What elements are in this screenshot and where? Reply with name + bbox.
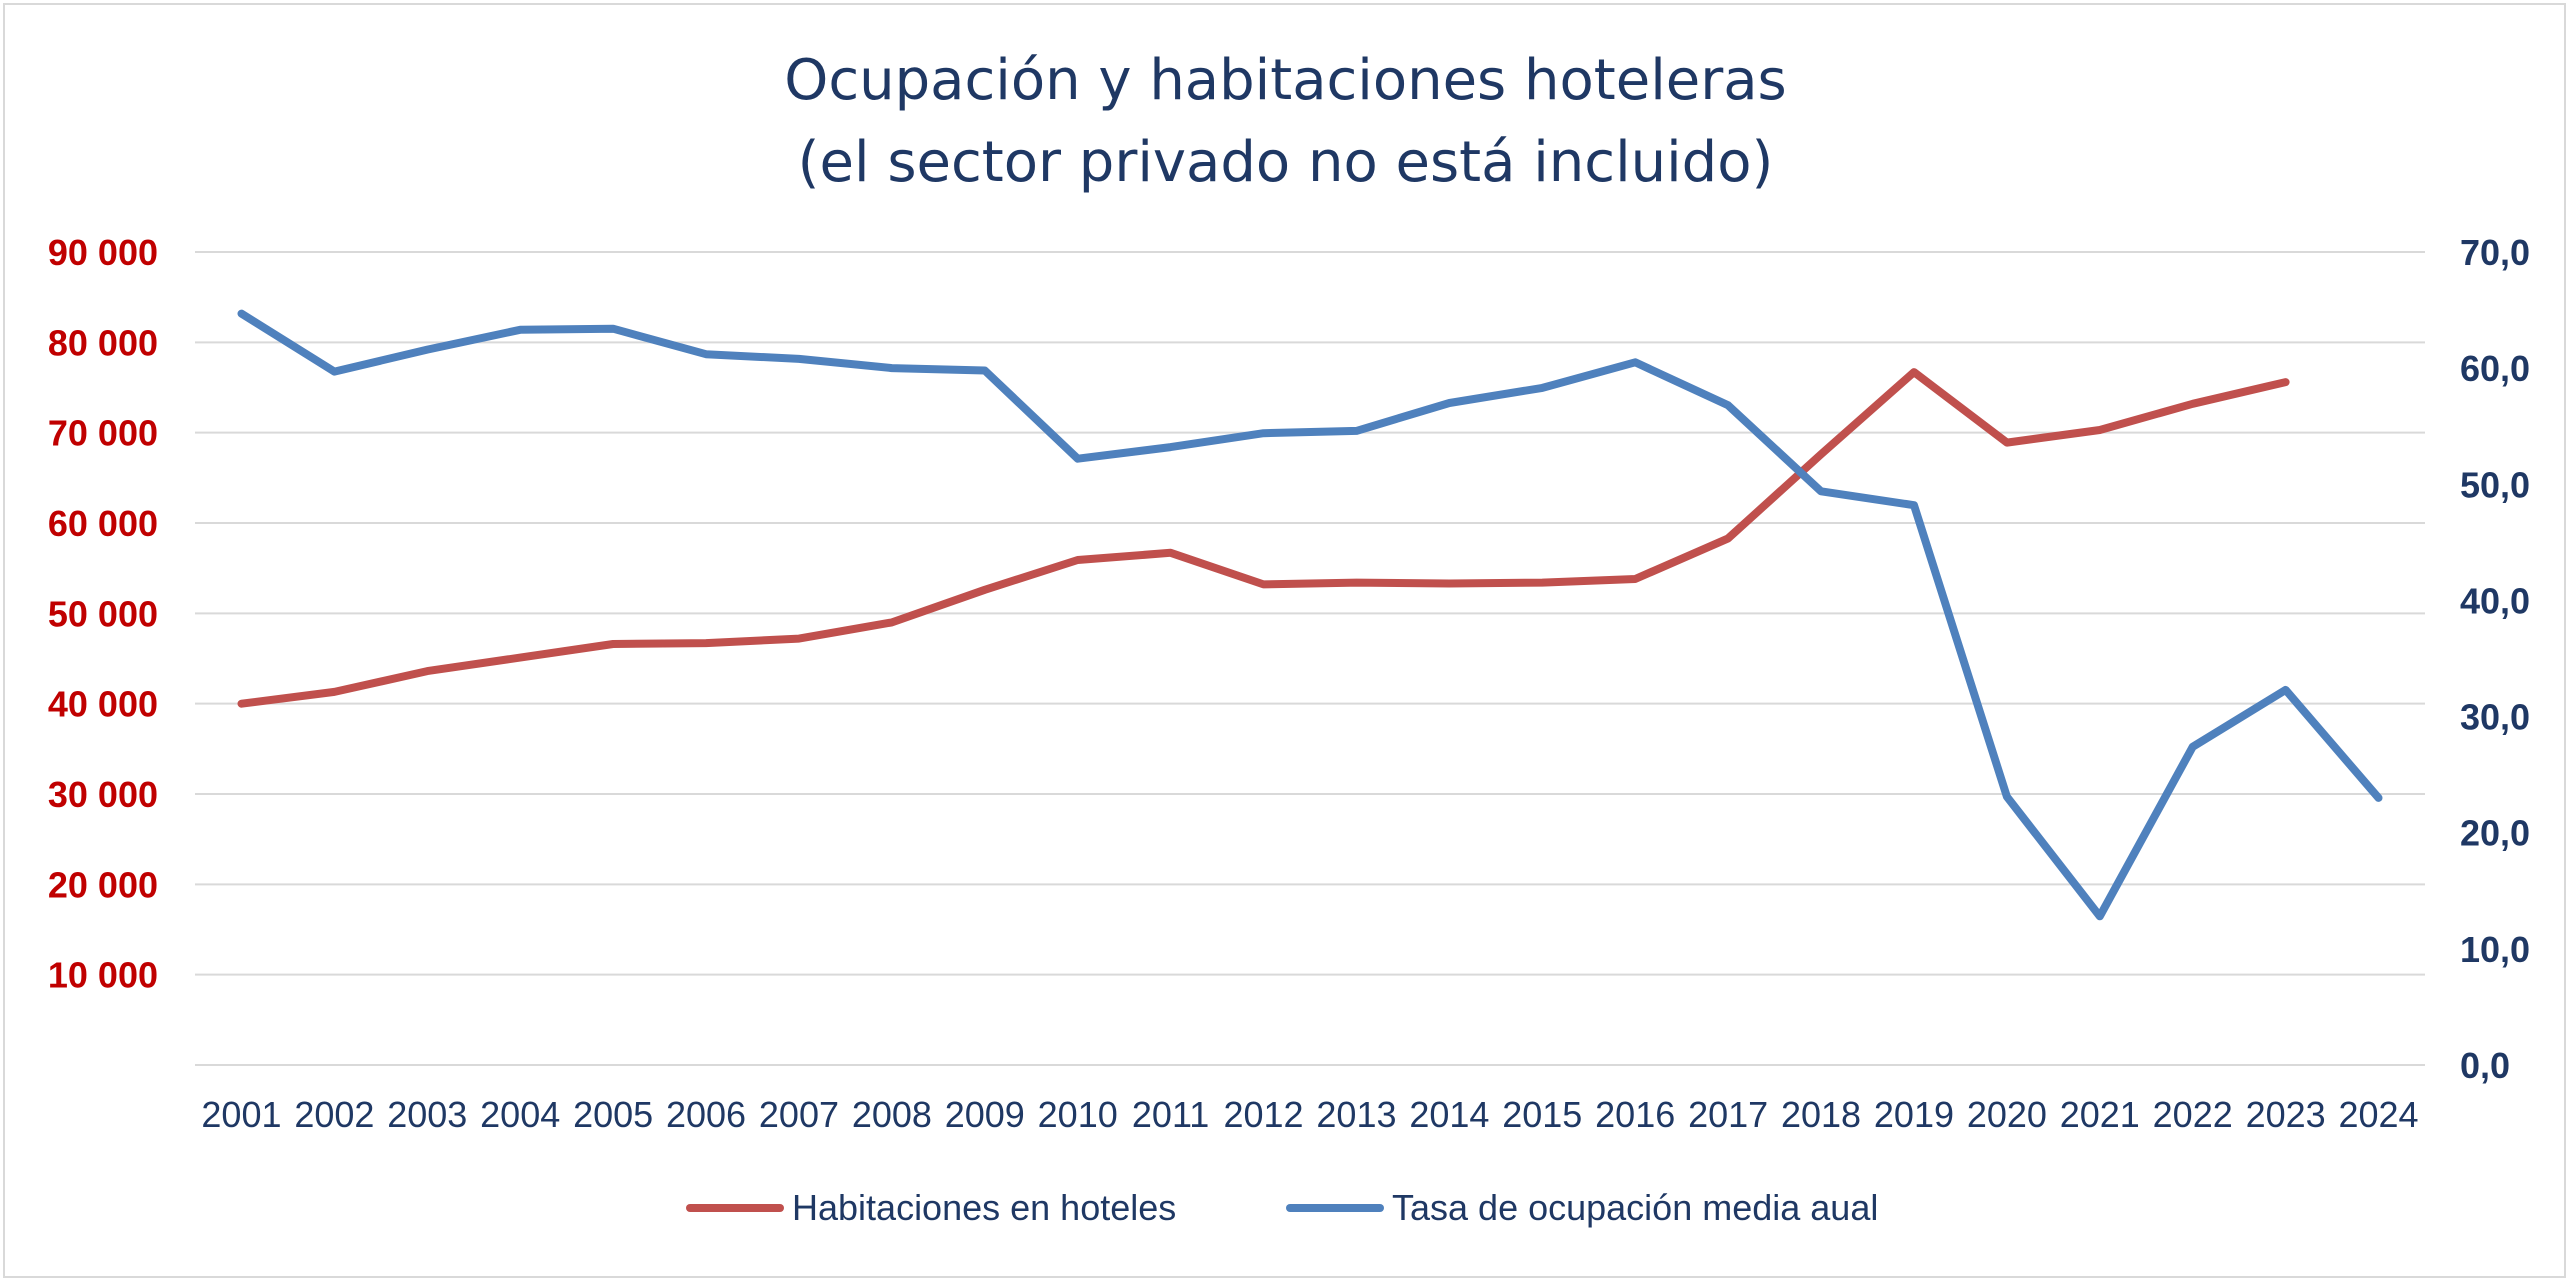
left-tick-label: 20 000 [48, 864, 158, 905]
x-tick-label: 2018 [1781, 1094, 1861, 1135]
right-tick-label: 20,0 [2460, 813, 2530, 854]
chart-title-block: Ocupación y habitaciones hoteleras (el s… [0, 40, 2571, 204]
x-tick-label: 2007 [759, 1094, 839, 1135]
left-tick-label: 40 000 [48, 684, 158, 725]
left-tick-label: 80 000 [48, 322, 158, 363]
chart-frame [3, 3, 2566, 1278]
x-tick-label: 2006 [666, 1094, 746, 1135]
right-tick-label: 40,0 [2460, 580, 2530, 621]
x-tick-label: 2014 [1409, 1094, 1489, 1135]
left-tick-label: 50 000 [48, 593, 158, 634]
legend: Habitaciones en hoteles Tasa de ocupación… [686, 1187, 1878, 1228]
x-tick-label: 2008 [852, 1094, 932, 1135]
x-tick-label: 2010 [1038, 1094, 1118, 1135]
x-tick-label: 2015 [1502, 1094, 1582, 1135]
x-tick-label: 2024 [2338, 1094, 2418, 1135]
x-tick-label: 2002 [294, 1094, 374, 1135]
x-tick-label: 2012 [1223, 1094, 1303, 1135]
x-tick-label: 2022 [2153, 1094, 2233, 1135]
x-tick-label: 2016 [1595, 1094, 1675, 1135]
x-tick-label: 2004 [480, 1094, 560, 1135]
x-tick-label: 2005 [573, 1094, 653, 1135]
x-tick-label: 2009 [945, 1094, 1025, 1135]
right-tick-label: 50,0 [2460, 464, 2530, 505]
right-tick-label: 60,0 [2460, 348, 2530, 389]
x-tick-label: 2020 [1967, 1094, 2047, 1135]
left-tick-label: 10 000 [48, 955, 158, 996]
left-axis-ticks: 10 000 20 000 30 000 40 000 50 000 60 000 70 0… [48, 232, 158, 996]
legend-label: Tasa de ocupación media aual [1392, 1187, 1878, 1228]
left-tick-label: 60 000 [48, 503, 158, 544]
left-tick-label: 30 000 [48, 774, 158, 815]
right-tick-label: 30,0 [2460, 697, 2530, 738]
series-line-1 [237, 309, 2383, 921]
x-tick-label: 2017 [1688, 1094, 1768, 1135]
x-axis-ticks: 2001 2002 2003 2004 2005 2006 2007 2008 2009 2010… [201, 1094, 2418, 1135]
right-tick-label: 70,0 [2460, 232, 2530, 273]
left-tick-label: 90 000 [48, 232, 158, 273]
chart-subtitle: (el sector privado no está incluido) [797, 130, 1774, 195]
x-tick-label: 2011 [1132, 1094, 1209, 1135]
x-tick-label: 2001 [201, 1094, 281, 1135]
series-lines [237, 309, 2383, 921]
x-tick-label: 2021 [2060, 1094, 2140, 1135]
right-axis-ticks: 0,0 10,0 20,0 30,0 40,0 50,0 60,0 70,0 [2460, 232, 2530, 1086]
gridlines [195, 251, 2425, 1066]
chart-title: Ocupación y habitaciones hoteleras [784, 48, 1787, 113]
right-tick-label: 0,0 [2460, 1045, 2510, 1086]
right-tick-label: 10,0 [2460, 929, 2530, 970]
series-line-0 [237, 368, 2290, 708]
x-tick-label: 2019 [1874, 1094, 1954, 1135]
x-tick-label: 2013 [1316, 1094, 1396, 1135]
x-tick-label: 2003 [387, 1094, 467, 1135]
left-tick-label: 70 000 [48, 413, 158, 454]
legend-label: Habitaciones en hoteles [792, 1187, 1176, 1228]
x-tick-label: 2023 [2246, 1094, 2326, 1135]
